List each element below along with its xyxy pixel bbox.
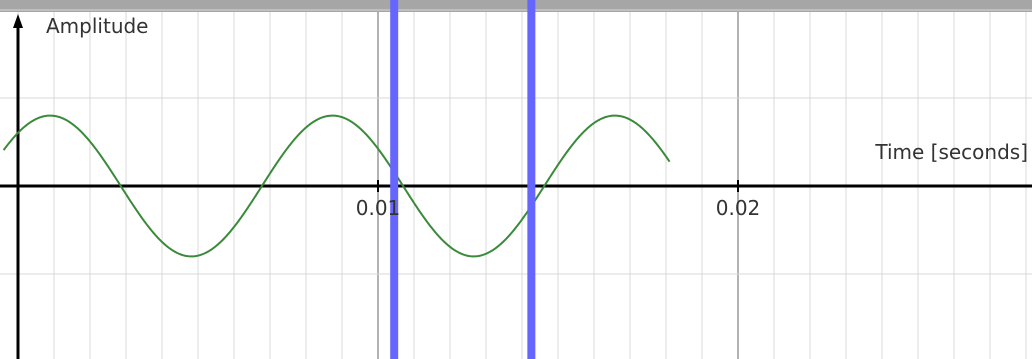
labels-group: Amplitude Time [seconds] 0.01 0.02: [46, 14, 1028, 220]
marker-line: [527, 0, 536, 359]
y-axis-arrow: [13, 14, 23, 28]
y-axis-label: Amplitude: [46, 14, 149, 38]
waveform-line: [2, 114, 671, 258]
axes: [0, 14, 1032, 359]
x-axis-label: Time [seconds]: [874, 140, 1028, 164]
series-group: [2, 114, 671, 258]
x-tick-label: 0.01: [356, 196, 401, 220]
x-tick-label: 0.02: [716, 196, 761, 220]
marker-line: [390, 0, 399, 359]
markers-group: [390, 0, 536, 359]
